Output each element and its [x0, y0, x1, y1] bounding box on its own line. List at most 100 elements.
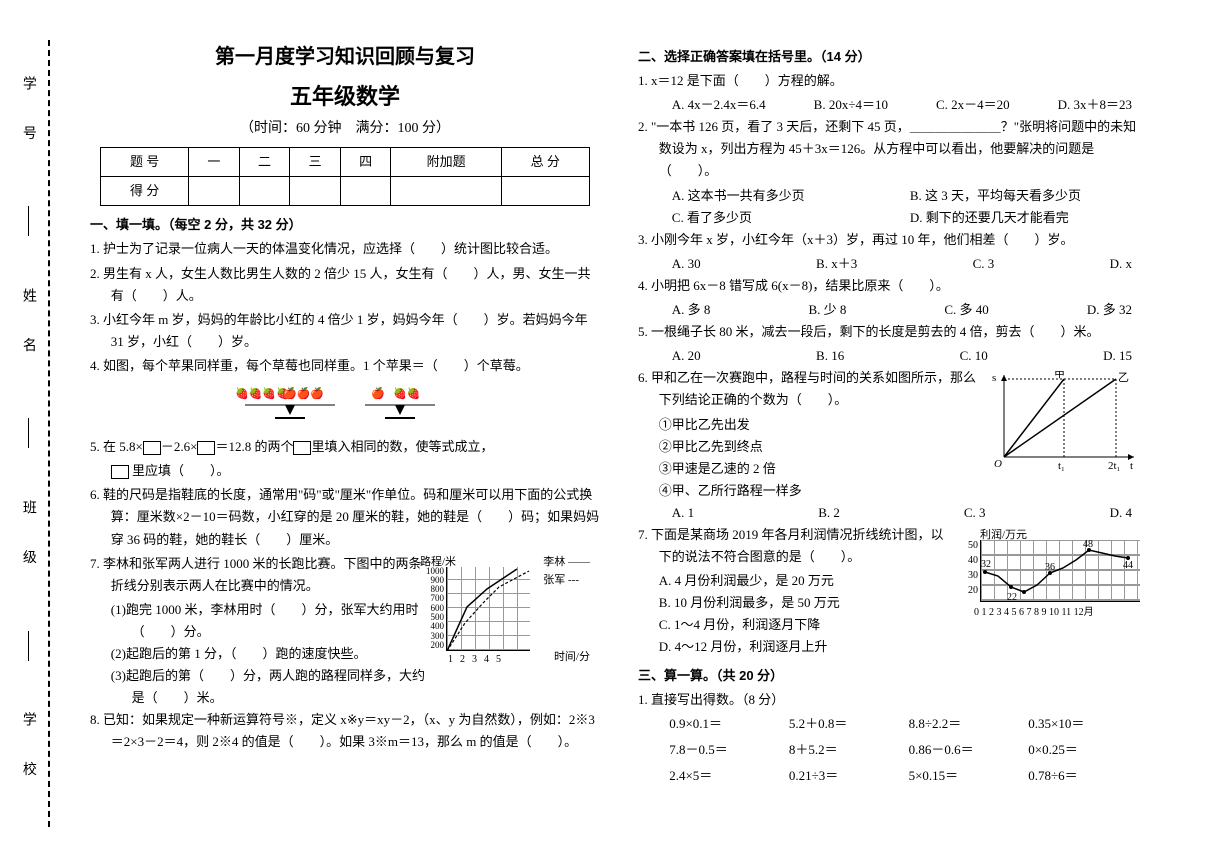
exam-title-line1: 第一月度学习知识回顾与复习	[90, 40, 600, 74]
opt: A. 30	[672, 253, 701, 275]
q2-2: 2. "一本书 126 页，看了 3 天后，还剩下 45 页，＿＿＿＿＿＿＿？"…	[638, 116, 1148, 182]
q2-5-opts: A. 20 B. 16 C. 10 D. 15	[638, 345, 1148, 367]
calc-item: 0.78÷6＝	[1028, 765, 1148, 787]
xtick: 2	[460, 654, 472, 665]
calc-item: 0.9×0.1＝	[669, 713, 789, 735]
svg-text:乙: 乙	[1118, 371, 1129, 384]
q6-chart: s 甲 乙 O t₁ 2t₁ t	[988, 371, 1138, 471]
svg-text:s: s	[992, 372, 996, 384]
q2-4-opts: A. 多 8 B. 少 8 C. 多 40 D. 多 32	[638, 299, 1148, 321]
score-cell	[340, 177, 391, 206]
opt: B. 16	[816, 345, 844, 367]
score-cell	[391, 177, 501, 206]
legend-li-lin: 李林 ——	[543, 556, 590, 568]
score-header: 题 号	[101, 148, 189, 177]
opt: C. 2x－4＝20	[936, 94, 1010, 116]
calc-item: 0.21÷3＝	[789, 765, 909, 787]
q2-5: 5. 一根绳子长 80 米，减去一段后，剩下的长度是剪去的 4 倍，剪去（ ）米…	[638, 321, 1148, 343]
score-table: 题 号 一 二 三 四 附加题 总 分 得 分	[100, 147, 590, 206]
q7-chart: 李林 —— 张军 --- 路程/米 1000 900 800 700 600	[420, 553, 590, 663]
xtick: 3	[472, 654, 484, 665]
q1-5-text: 里填入相同的数，使等式成立，	[311, 439, 493, 454]
svg-text:🍓🍓🍓🍓: 🍓🍓🍓🍓	[235, 387, 290, 400]
q1-6: 6. 鞋的尺码是指鞋底的长度，通常用"码"或"厘米"作单位。码和厘米可以用下面的…	[90, 484, 600, 550]
svg-text:t₁: t₁	[1058, 460, 1065, 471]
score-cell	[189, 177, 240, 206]
q1-5-text: ＝12.8 的两个	[215, 439, 293, 454]
score-header: 二	[239, 148, 290, 177]
calc-item: 5.2＋0.8＝	[789, 713, 909, 735]
svg-text:2t₁: 2t₁	[1108, 460, 1121, 471]
score-cell	[239, 177, 290, 206]
score-cell	[290, 177, 341, 206]
ytick: 20	[958, 583, 978, 598]
ytick: 50	[958, 538, 978, 553]
opt: C. 多 40	[944, 299, 988, 321]
score-header: 四	[340, 148, 391, 177]
right-column: 二、选择正确答案填在括号里。（14 分） 1. x＝12 是下面（ ）方程的解。…	[628, 40, 1158, 827]
q1-7-3: (3)起跑后的第（ ）分，两人跑的路程同样多，大约是（ ）米。	[90, 665, 600, 709]
calc-item: 0×0.25＝	[1028, 739, 1148, 761]
q2-7-oD: D. 4～12 月份，利润逐月上升	[638, 636, 1148, 658]
q2-1: 1. x＝12 是下面（ ）方程的解。	[638, 70, 1148, 92]
opt: D. x	[1110, 253, 1132, 275]
section1-head: 一、填一填。（每空 2 分，共 32 分）	[90, 214, 600, 236]
q1-5-text: 5. 在 5.8×	[90, 439, 143, 454]
blank-box	[143, 441, 161, 455]
blank-box	[293, 441, 311, 455]
opt: C. 3	[973, 253, 995, 275]
opt: B. x＋3	[816, 253, 857, 275]
left-column: 第一月度学习知识回顾与复习 五年级数学 （时间：60 分钟 满分：100 分） …	[80, 40, 610, 827]
opt: A. 20	[672, 345, 701, 367]
opt: D. 3x＋8＝23	[1058, 94, 1132, 116]
table-row: 题 号 一 二 三 四 附加题 总 分	[101, 148, 590, 177]
xtick: 5	[496, 654, 508, 665]
calc-item: 8＋5.2＝	[789, 739, 909, 761]
opt: A. 1	[672, 502, 694, 524]
table-row: 得 分	[101, 177, 590, 206]
svg-text:🍎🍎🍎: 🍎🍎🍎	[283, 386, 324, 400]
section3-head: 三、算一算。（共 20 分）	[638, 665, 1148, 687]
q1-5b: 里应填（ ）。	[90, 460, 600, 482]
calc-item: 8.8÷2.2＝	[909, 713, 1029, 735]
opt: A. 这本书一共有多少页	[672, 185, 910, 207]
q1-1: 1. 护士为了记录一位病人一天的体温变化情况，应选择（ ）统计图比较合适。	[90, 238, 600, 260]
q7b-grid: 32 22 36 48 44	[980, 540, 1140, 602]
score-cell: 得 分	[101, 177, 189, 206]
blank-box	[197, 441, 215, 455]
opt: D. 15	[1103, 345, 1132, 367]
q1-3: 3. 小红今年 m 岁，妈妈的年龄比小红的 4 倍少 1 岁，妈妈今年（ ）岁。…	[90, 309, 600, 353]
opt: C. 3	[964, 502, 986, 524]
svg-text:t: t	[1130, 460, 1133, 471]
q1-2: 2. 男生有 x 人，女生人数比男生人数的 2 倍少 15 人，女生有（ ）人，…	[90, 263, 600, 307]
q2-1-opts: A. 4x－2.4x＝6.4 B. 20x÷4＝10 C. 2x－4＝20 D.…	[638, 94, 1148, 116]
q2-6-opts: A. 1 B. 2 C. 3 D. 4	[638, 502, 1148, 524]
opt: A. 4x－2.4x＝6.4	[672, 94, 766, 116]
q1-4: 4. 如图，每个苹果同样重，每个草莓也同样重。1 个苹果＝（ ）个草莓。	[90, 355, 600, 377]
q1-5b-text: 里应填（ ）。	[132, 463, 230, 478]
opt: B. 这 3 天，平均每天看多少页	[910, 185, 1148, 207]
blank-box	[111, 465, 129, 479]
opt: B. 2	[818, 502, 840, 524]
score-header: 一	[189, 148, 240, 177]
svg-text:32: 32	[981, 559, 991, 570]
xtick: 4	[484, 654, 496, 665]
calc-item: 0.35×10＝	[1028, 713, 1148, 735]
svg-text:O: O	[994, 458, 1002, 470]
ytick: 30	[958, 568, 978, 583]
q7-grid	[446, 567, 530, 651]
score-header: 总 分	[501, 148, 589, 177]
calc-grid: 0.9×0.1＝ 5.2＋0.8＝ 8.8÷2.2＝ 0.35×10＝ 7.8－…	[638, 713, 1148, 787]
ytick: 200	[420, 641, 444, 650]
q2-6-s4: ④甲、乙所行路程一样多	[638, 480, 1148, 502]
section2-head: 二、选择正确答案填在括号里。（14 分）	[638, 46, 1148, 68]
q3-1: 1. 直接写出得数。（8 分）	[638, 689, 1148, 711]
q7-xlabel: 时间/分	[554, 648, 590, 667]
xtick: 1	[448, 654, 460, 665]
svg-text:🍎: 🍎	[371, 386, 385, 400]
opt: B. 20x÷4＝10	[814, 94, 888, 116]
score-cell	[501, 177, 589, 206]
balance-figure: 🍓🍓🍓🍓 🍎🍎🍎 🍎 🍓🍓	[90, 379, 600, 436]
exam-meta: （时间：60 分钟 满分：100 分）	[90, 117, 600, 141]
q2-3: 3. 小刚今年 x 岁，小红今年（x＋3）岁，再过 10 年，他们相差（ ）岁。	[638, 229, 1148, 251]
